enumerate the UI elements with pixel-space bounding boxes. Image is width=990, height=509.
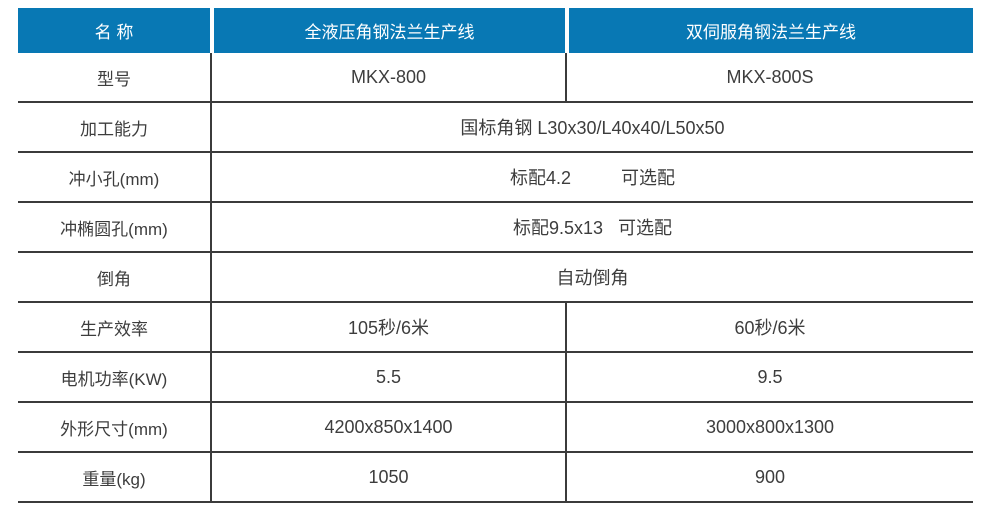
header-cell-servo-line: 双伺服角钢法兰生产线 [569, 8, 973, 53]
row-value-merged: 标配4.2 可选配 [210, 153, 973, 201]
header-cell-name: 名 称 [18, 8, 210, 53]
table-row-chamfer: 倒角 自动倒角 [18, 253, 973, 303]
table-row-weight: 重量(kg) 1050 900 [18, 453, 973, 503]
row-label: 外形尺寸(mm) [60, 419, 168, 439]
row-label: 倒角 [97, 269, 131, 289]
table-row-dimensions: 外形尺寸(mm) 4200x850x1400 3000x800x1300 [18, 403, 973, 453]
header-cell-hydraulic-line: 全液压角钢法兰生产线 [214, 8, 565, 53]
row-value-merged: 国标角钢 L30x30/L40x40/L50x50 [210, 103, 973, 151]
row-label: 生产效率 [80, 319, 148, 339]
table-row-efficiency: 生产效率 105秒/6米 60秒/6米 [18, 303, 973, 353]
spec-table: 名 称 全液压角钢法兰生产线 双伺服角钢法兰生产线 型号 MKX-800 MKX… [18, 8, 973, 503]
row-label: 加工能力 [80, 119, 148, 139]
table-header-row: 名 称 全液压角钢法兰生产线 双伺服角钢法兰生产线 [18, 8, 973, 53]
row-value-merged: 自动倒角 [210, 253, 973, 301]
row-label: 冲椭圆孔(mm) [60, 219, 168, 239]
table-row-oval-hole: 冲椭圆孔(mm) 标配9.5x13 可选配 [18, 203, 973, 253]
row-value-a: MKX-800 [210, 53, 565, 101]
row-label: 型号 [97, 69, 131, 89]
table-row-capacity: 加工能力 国标角钢 L30x30/L40x40/L50x50 [18, 103, 973, 153]
row-label: 冲小孔(mm) [68, 169, 160, 189]
row-label: 电机功率(KW) [60, 369, 168, 389]
row-value-a: 1050 [210, 453, 565, 501]
table-row-motor-power: 电机功率(KW) 5.5 9.5 [18, 353, 973, 403]
row-value-b: 60秒/6米 [565, 303, 973, 351]
row-value-a: 105秒/6米 [210, 303, 565, 351]
table-row-small-hole: 冲小孔(mm) 标配4.2 可选配 [18, 153, 973, 203]
row-value-a: 4200x850x1400 [210, 403, 565, 451]
row-value-b: MKX-800S [565, 53, 973, 101]
row-value-b: 9.5 [565, 353, 973, 401]
row-value-merged: 标配9.5x13 可选配 [210, 203, 973, 251]
row-value-b: 900 [565, 453, 973, 501]
row-value-a: 5.5 [210, 353, 565, 401]
table-row-model: 型号 MKX-800 MKX-800S [18, 53, 973, 103]
row-value-b: 3000x800x1300 [565, 403, 973, 451]
row-label: 重量(kg) [82, 469, 146, 489]
